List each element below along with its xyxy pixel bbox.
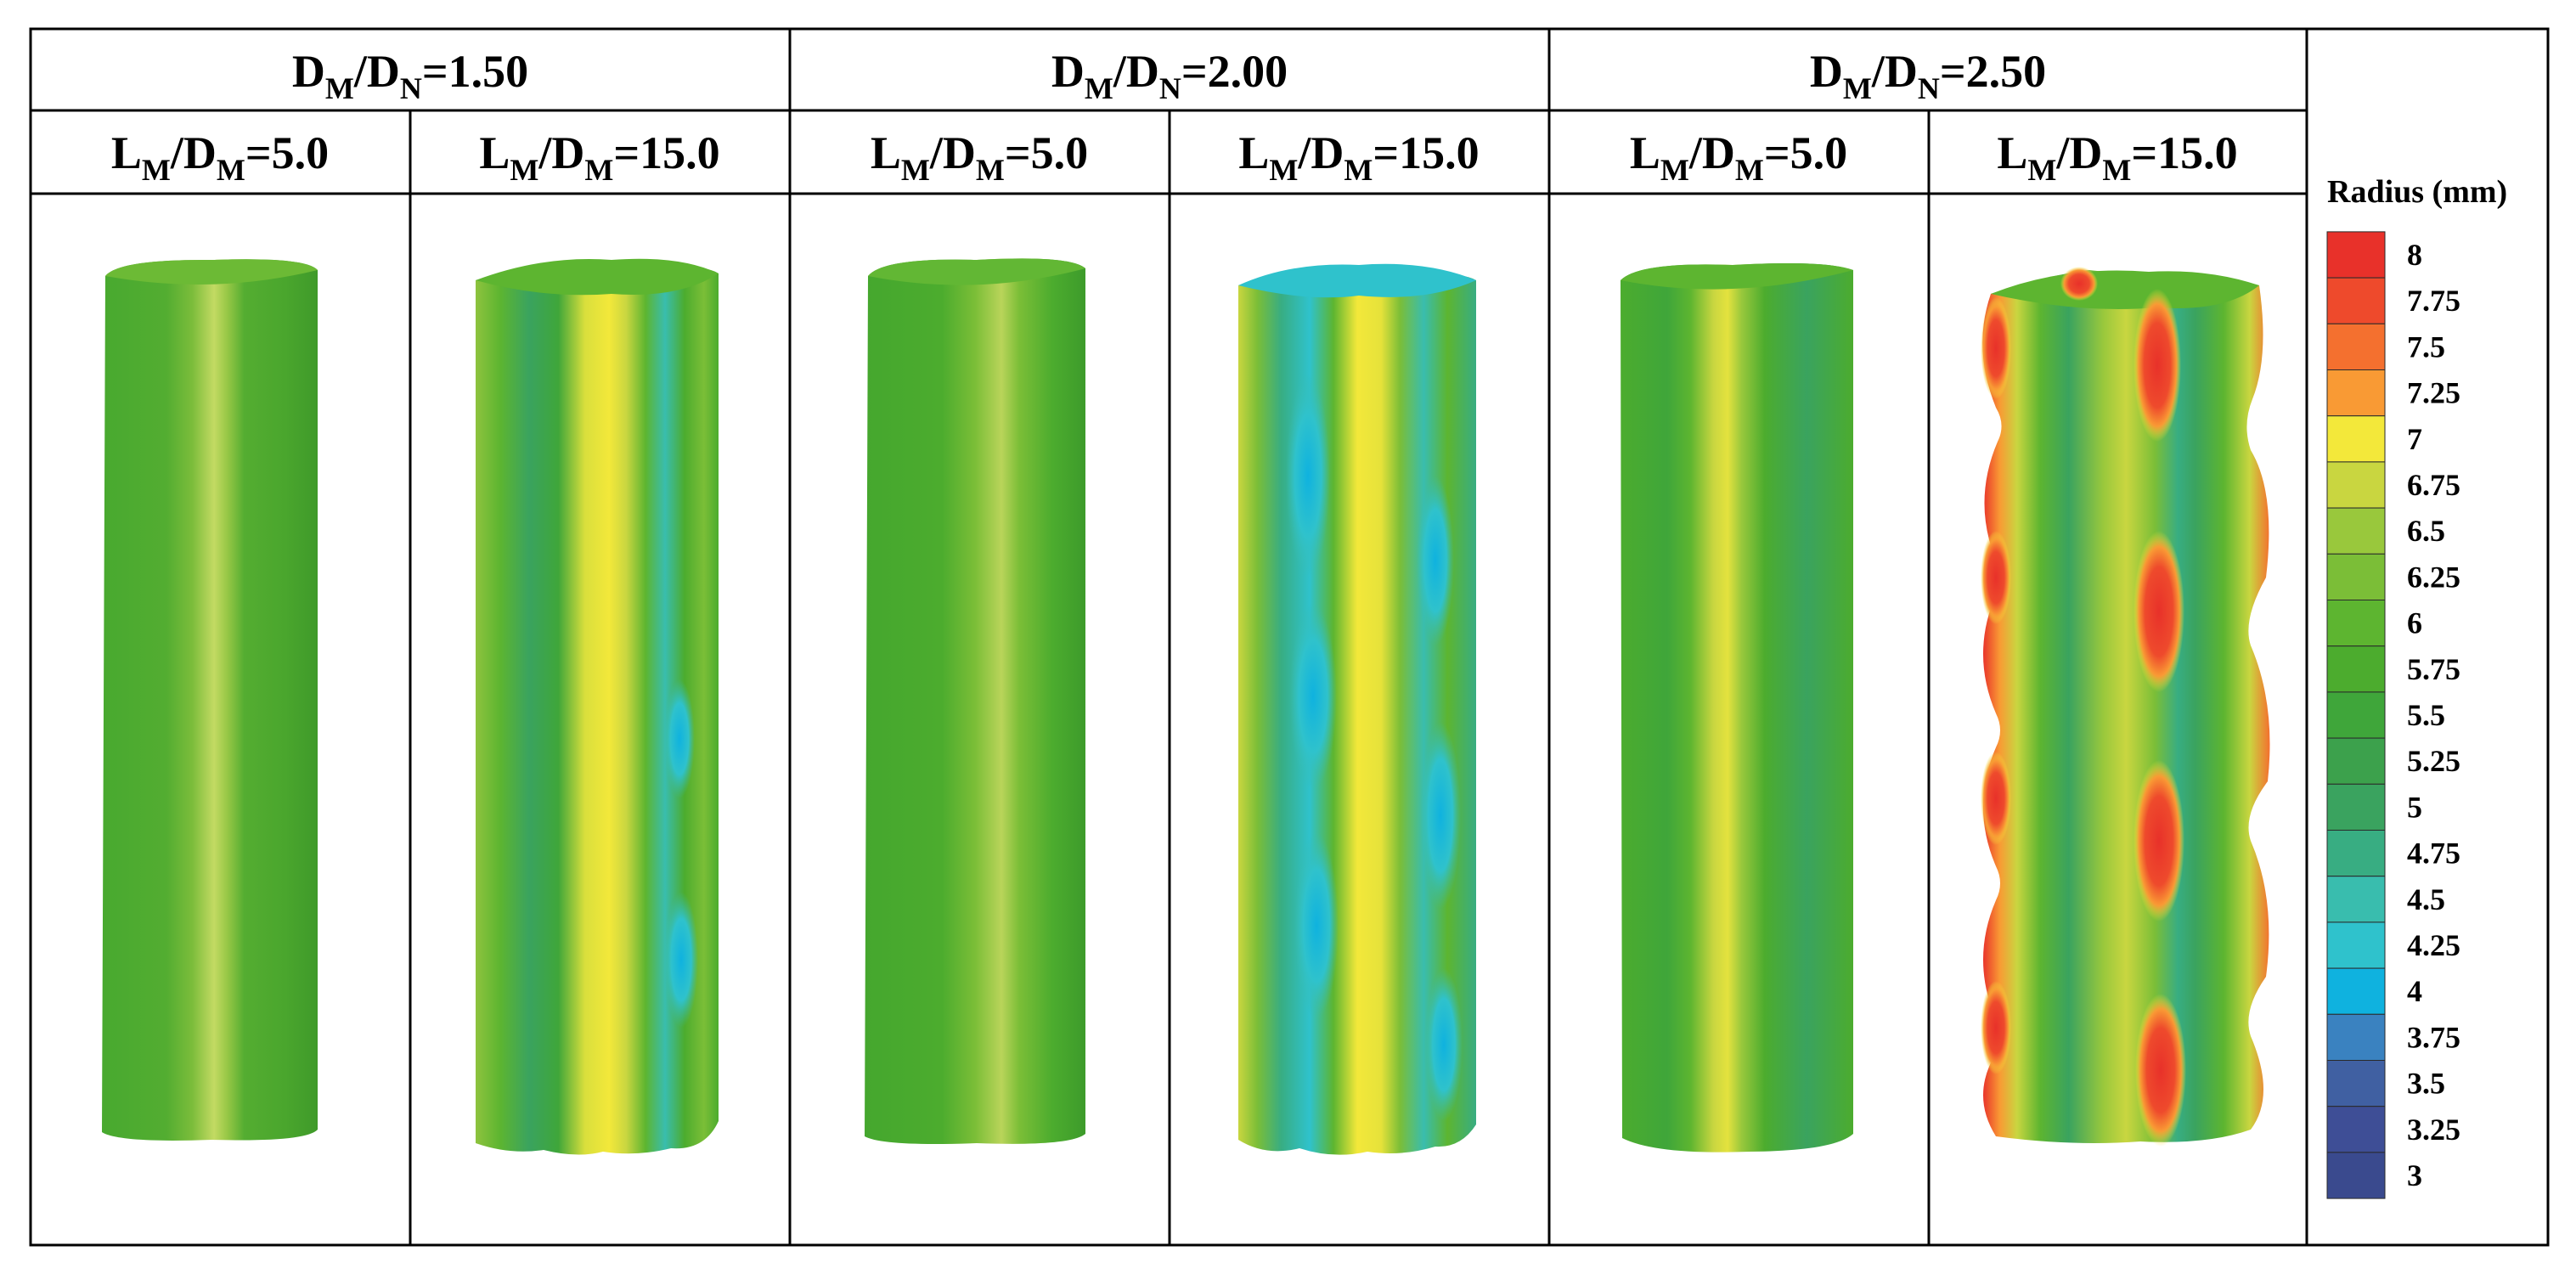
colorbar-swatch-4.75 xyxy=(2326,830,2386,877)
column-headers: LM/DM=5.0 LM/DM=15.0 LM/DM=5.0 LM/DM=15.… xyxy=(111,127,2238,187)
group-header-1: DM/DN=1.50 xyxy=(292,46,528,105)
colorbar-swatch-5.25 xyxy=(2326,737,2386,785)
colorbar-label: 3.5 xyxy=(2407,1067,2445,1101)
column-header-6: LM/DM=15.0 xyxy=(1997,127,2237,187)
colorbar-title: Radius (mm) xyxy=(2327,174,2507,210)
colorbar-label: 4.5 xyxy=(2407,882,2445,916)
colorbar-label: 3 xyxy=(2407,1158,2422,1192)
colorbar-swatch-6.5 xyxy=(2326,507,2386,555)
colorbar-swatch-3.75 xyxy=(2326,1013,2386,1062)
colorbar-swatch-4.5 xyxy=(2326,876,2386,923)
column-header-5: LM/DM=5.0 xyxy=(1630,127,1847,187)
colorbar-label: 3.75 xyxy=(2407,1020,2460,1054)
tube-dm1.50-l5 xyxy=(102,259,318,1141)
colorbar-label: 5.5 xyxy=(2407,698,2445,732)
tube-dm1.50-l15 xyxy=(476,258,719,1155)
colorbar-label: 6.75 xyxy=(2407,468,2460,502)
colorbar-label: 4 xyxy=(2407,974,2422,1008)
colorbar-label: 4.75 xyxy=(2407,837,2460,871)
column-header-2: LM/DM=15.0 xyxy=(479,127,719,187)
colorbar-swatch-6.75 xyxy=(2326,461,2386,509)
group-header-3: DM/DN=2.50 xyxy=(1810,46,2046,105)
colorbar-swatch-7.25 xyxy=(2326,369,2386,417)
tube-dm2.50-l15 xyxy=(1981,267,2270,1147)
colorbar-swatch-5 xyxy=(2326,783,2386,831)
colorbar-label: 7.75 xyxy=(2407,284,2460,318)
tube-dm2.00-l5 xyxy=(865,258,1085,1144)
table-grid xyxy=(29,27,2550,1247)
colorbar-label: 7 xyxy=(2407,422,2422,456)
colorbar-labels: 8 7.75 7.5 7.25 7 6.75 6.5 6.25 6 5.75 5.5 5.25 5 4.7… xyxy=(2407,238,2460,1192)
colorbar-label: 7.5 xyxy=(2407,330,2445,363)
colorbar-swatch-3.25 xyxy=(2326,1106,2386,1153)
column-header-1: LM/DM=5.0 xyxy=(111,127,329,187)
colorbar-swatch-7.75 xyxy=(2326,277,2386,324)
colorbar-label: 5 xyxy=(2407,790,2422,824)
column-header-4: LM/DM=15.0 xyxy=(1238,127,1479,187)
colorbar-label: 4.25 xyxy=(2407,928,2460,962)
colorbar-label: 5.25 xyxy=(2407,744,2460,778)
colorbar-swatch-5.5 xyxy=(2326,691,2386,739)
colorbar: Radius (mm) 8 7.75 7.5 7.25 7 6.75 6.5 6.25 6 5.7… xyxy=(2326,174,2507,1199)
colorbar-swatches xyxy=(2326,231,2386,1199)
colorbar-swatch-3 xyxy=(2326,1152,2386,1199)
colorbar-swatch-4.25 xyxy=(2326,921,2386,969)
colorbar-swatch-6.25 xyxy=(2326,553,2386,600)
colorbar-swatch-7 xyxy=(2326,415,2386,463)
group-header-2: DM/DN=2.00 xyxy=(1051,46,1288,105)
colorbar-swatch-4 xyxy=(2326,967,2386,1015)
colorbar-swatch-7.5 xyxy=(2326,323,2386,370)
column-header-3: LM/DM=5.0 xyxy=(871,127,1088,187)
colorbar-label: 7.25 xyxy=(2407,376,2460,410)
colorbar-label: 3.25 xyxy=(2407,1113,2460,1147)
tube-dm2.50-l5 xyxy=(1621,263,1853,1152)
colorbar-label: 6 xyxy=(2407,606,2422,640)
colorbar-swatch-5.75 xyxy=(2326,645,2386,693)
colorbar-swatch-6 xyxy=(2326,600,2386,647)
group-headers: DM/DN=1.50 DM/DN=2.00 DM/DN=2.50 xyxy=(292,46,2046,105)
colorbar-label: 6.25 xyxy=(2407,560,2460,594)
tube-dm2.00-l15 xyxy=(1238,263,1476,1155)
colorbar-label: 5.75 xyxy=(2407,652,2460,686)
colorbar-swatch-8 xyxy=(2326,231,2386,279)
colorbar-swatch-3.5 xyxy=(2326,1060,2386,1107)
colorbar-label: 6.5 xyxy=(2407,514,2445,548)
colorbar-label: 8 xyxy=(2407,238,2422,272)
